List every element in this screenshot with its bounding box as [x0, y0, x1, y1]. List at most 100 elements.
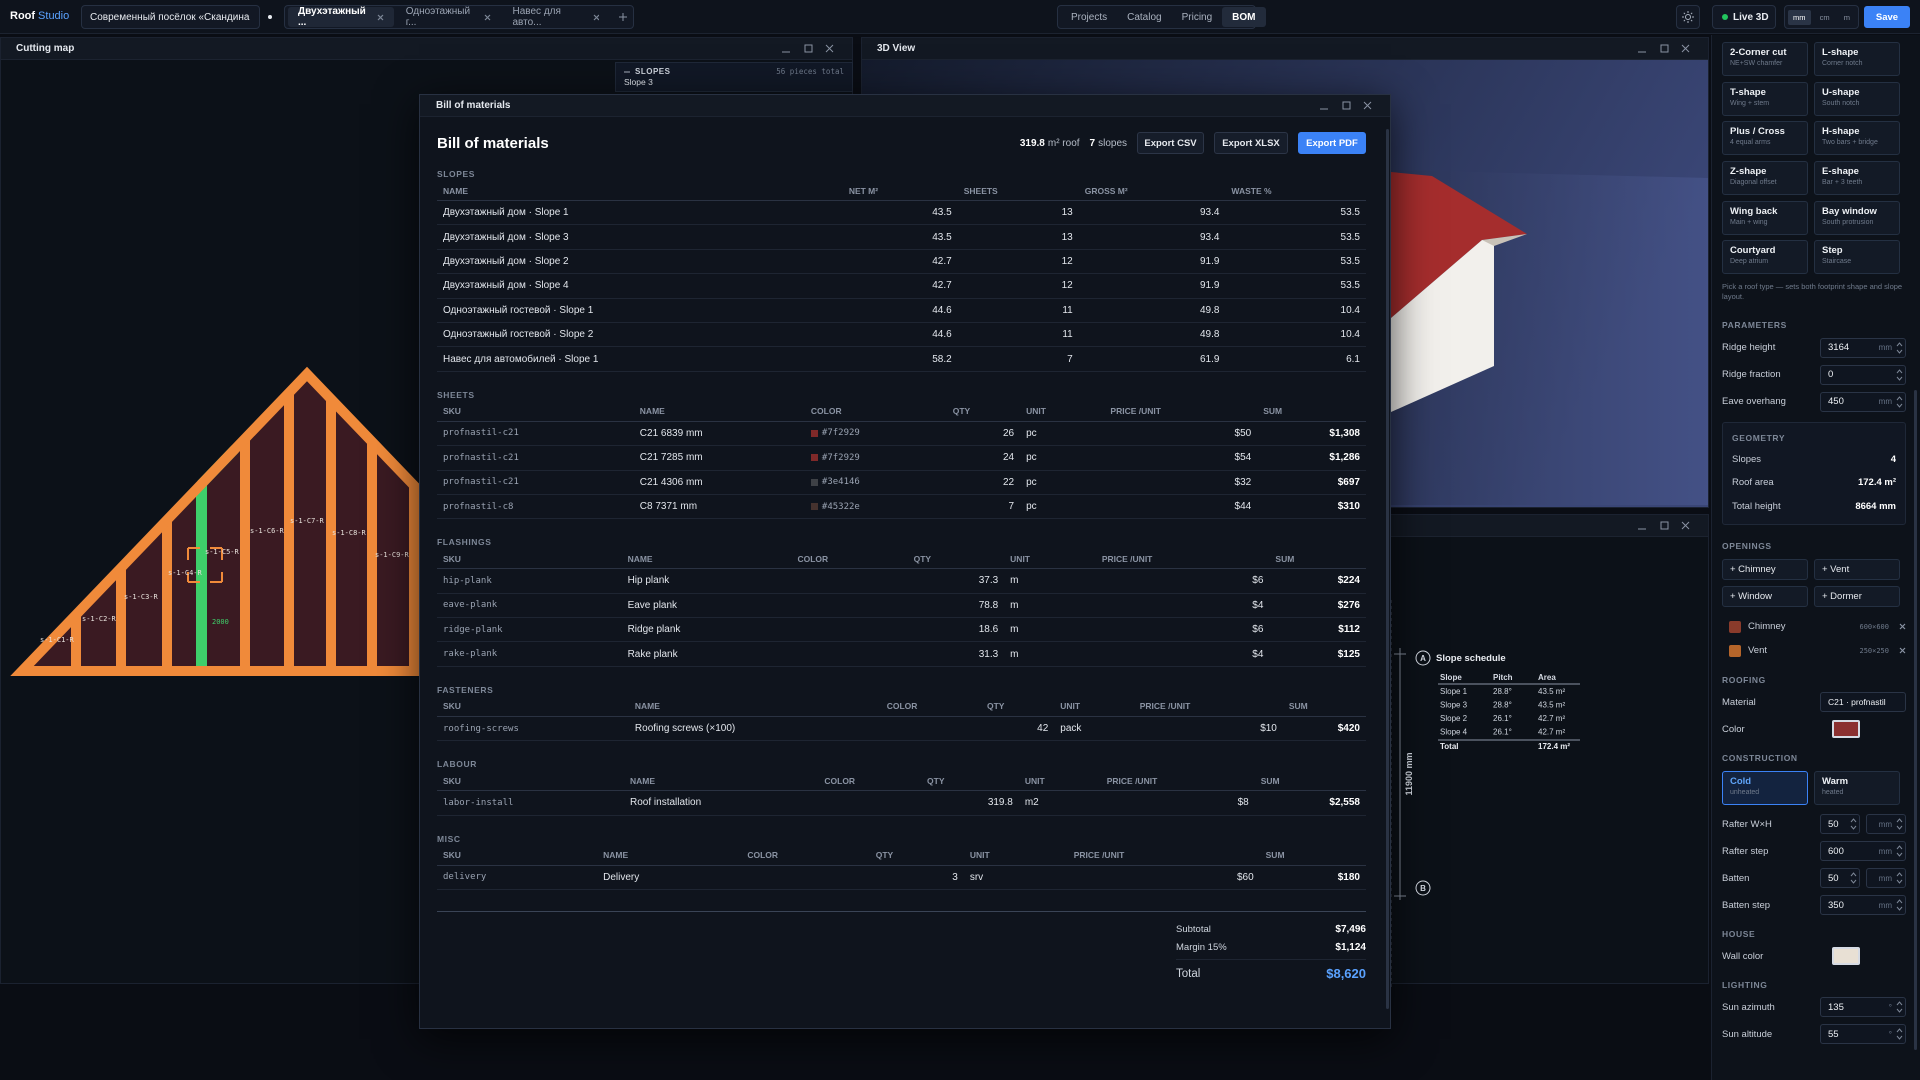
roof-type-desc: Diagonal offset — [1730, 179, 1777, 187]
unit-option[interactable]: mm — [1788, 9, 1811, 25]
export-button[interactable]: Export XLSX — [1214, 132, 1288, 154]
column-header: NAME — [603, 850, 629, 861]
save-button[interactable]: Save — [1864, 6, 1910, 28]
cell: delivery — [443, 872, 487, 883]
opening-name: Vent — [1748, 645, 1768, 657]
mode-desc: heated — [1822, 788, 1844, 796]
opening-button[interactable]: + Vent — [1814, 558, 1900, 580]
mode-option[interactable]: Cold unheated — [1722, 770, 1808, 805]
cell: Двухэтажный дом · Slope 1 — [443, 207, 569, 219]
table-header: SKU NAME COLOR QTY UNIT PRICE /UNIT SUM — [437, 846, 1366, 866]
opening-button[interactable]: + Window — [1722, 585, 1808, 607]
opening-size: 600×600 — [1859, 622, 1889, 631]
tab[interactable]: Одноэтажный г... — [396, 6, 501, 28]
status-dot — [268, 15, 272, 19]
rafter — [367, 441, 377, 671]
cell: 12 — [1061, 280, 1073, 292]
color-input[interactable] — [1832, 947, 1860, 966]
cell: 91.9 — [1199, 280, 1220, 292]
roof-type[interactable]: Wing back Main + wing — [1722, 200, 1808, 235]
schedule-title: Slope schedule — [1436, 653, 1506, 664]
number-input[interactable]: mm — [1866, 868, 1906, 889]
grid-marker — [1415, 880, 1431, 896]
number-input[interactable]: 600 mm — [1820, 841, 1906, 862]
unit-option[interactable]: cm — [1819, 12, 1830, 22]
color-swatch — [810, 478, 818, 486]
cell: 53.5 — [1340, 207, 1360, 219]
number-input[interactable]: 50 — [1820, 814, 1860, 835]
cell: 11 — [1062, 304, 1073, 316]
hint: Pick a roof type — sets both footprint s… — [1722, 282, 1903, 302]
spinner — [1896, 342, 1903, 354]
export-button[interactable]: Export PDF — [1298, 132, 1366, 154]
section-label: FLASHINGS — [437, 537, 492, 548]
nav-item[interactable]: BOM — [1222, 7, 1266, 27]
mode-option[interactable]: Warm heated — [1814, 770, 1900, 805]
rafter — [71, 614, 81, 671]
section-title: OPENINGS — [1722, 540, 1772, 551]
roof-type[interactable]: Courtyard Deep atrium — [1722, 240, 1808, 275]
sun-icon — [1682, 11, 1694, 23]
number-input[interactable]: 135 ° — [1820, 997, 1906, 1018]
column-header: SUM — [1263, 406, 1283, 417]
nav-item[interactable]: Projects — [1071, 11, 1108, 23]
cell: 49.8 — [1199, 329, 1220, 341]
unit-option[interactable]: m — [1843, 12, 1850, 22]
number-input[interactable]: 50 — [1820, 868, 1860, 889]
cell: $4 — [1252, 599, 1264, 611]
table-header: SKU NAME COLOR QTY UNIT PRICE /UNIT SUM — [437, 549, 1366, 570]
number-input[interactable]: 55 ° — [1820, 1024, 1906, 1045]
roof-type[interactable]: L-shape Corner notch — [1814, 42, 1900, 76]
cell: 13 — [1061, 207, 1073, 219]
schedule-header: Area — [1538, 673, 1556, 682]
opening-item: Vent 250×250 — [1722, 639, 1906, 663]
roof-type[interactable]: Z-shape Diagonal offset — [1722, 161, 1808, 196]
window-controls[interactable] — [1636, 520, 1696, 532]
cell: Одноэтажный гостевой · Slope 2 — [443, 329, 594, 341]
roof-type[interactable]: T-shape Wing + stem — [1722, 81, 1808, 116]
input-value: 3164 — [1828, 342, 1850, 354]
nav: Projects Catalog Pricing BOM — [1057, 5, 1266, 29]
field-row: Rafter W×H 50 mm — [1722, 811, 1906, 838]
roof-type[interactable]: Plus / Cross 4 equal arms — [1722, 121, 1808, 156]
roof-type[interactable]: Step Staircase — [1814, 240, 1900, 275]
theme-toggle[interactable] — [1676, 5, 1700, 29]
project-select[interactable]: Современный посёлок «Скандина — [81, 5, 260, 29]
roof-type[interactable]: H-shape Two bars + bridge — [1814, 121, 1900, 156]
field-label: Sun altitude — [1722, 1028, 1773, 1040]
brand-part: Roof — [10, 10, 36, 22]
number-input[interactable]: 450 mm — [1820, 391, 1906, 412]
tab[interactable]: Двухэтажный ... — [288, 6, 394, 28]
export-button[interactable]: Export CSV — [1137, 132, 1204, 154]
collapse-icon — [624, 71, 630, 72]
number-input[interactable]: 350 mm — [1820, 895, 1906, 916]
column-header: QTY — [927, 775, 945, 786]
cell: 61.9 — [1199, 353, 1220, 365]
opening-button[interactable]: + Dormer — [1814, 585, 1900, 607]
nav-item[interactable]: Pricing — [1181, 11, 1213, 23]
window-controls[interactable] — [780, 43, 840, 55]
material-select[interactable]: C21 · profnastil — [1820, 692, 1906, 713]
roof-type[interactable]: Bay window South protrusion — [1814, 200, 1900, 235]
number-input[interactable]: 0 — [1820, 364, 1906, 385]
spin-up — [1896, 818, 1903, 823]
color-input[interactable] — [1832, 720, 1860, 739]
window-controls[interactable] — [1318, 100, 1378, 112]
table-row: Двухэтажный дом · Slope 3 43.5 13 93.4 53.5 — [437, 225, 1366, 250]
window-controls[interactable] — [1636, 43, 1696, 55]
column-header: NAME — [627, 553, 653, 564]
tab[interactable]: Навес для авто... — [503, 6, 610, 28]
number-input[interactable]: 3164 mm — [1820, 337, 1906, 358]
roof-type[interactable]: U-shape South notch — [1814, 81, 1900, 116]
window-icons — [782, 44, 834, 52]
cell: m — [1010, 599, 1019, 611]
nav-item[interactable]: Catalog — [1127, 11, 1162, 23]
roof-type[interactable]: E-shape Bar + 3 teeth — [1814, 161, 1900, 196]
section-title: ROOFING — [1722, 674, 1766, 685]
color-cell: #45322e — [805, 502, 947, 512]
spin-down — [1896, 1009, 1903, 1014]
roof-type[interactable]: 2-Corner cut NE+SW chamfer — [1722, 42, 1808, 76]
number-input[interactable]: mm — [1866, 814, 1906, 835]
live-toggle[interactable]: Live 3D — [1712, 5, 1776, 29]
opening-button[interactable]: + Chimney — [1722, 558, 1808, 580]
